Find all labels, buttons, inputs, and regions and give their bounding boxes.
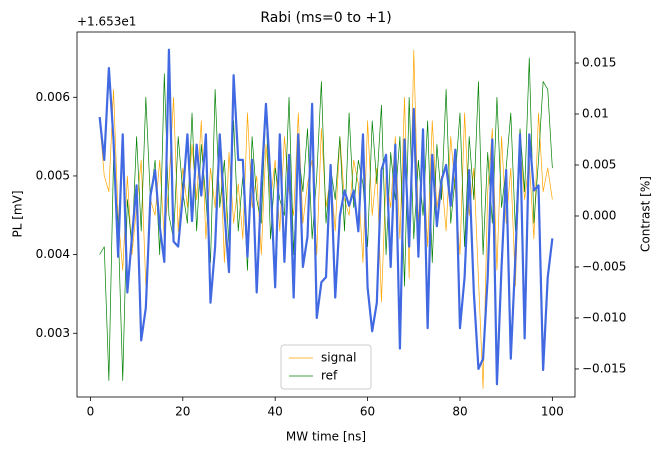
legend-label: signal [321, 351, 357, 365]
chart-title: Rabi (ms=0 to +1) [260, 10, 391, 26]
x-tick-label: 100 [541, 405, 564, 419]
series-line [98, 48, 554, 386]
x-tick-label: 40 [268, 405, 283, 419]
x-tick-label: 80 [452, 405, 467, 419]
y-tick-label: 0.003 [36, 326, 70, 340]
plot-frame [76, 31, 576, 398]
series-line [99, 57, 553, 381]
series-line [99, 49, 553, 389]
legend: signal ref [280, 344, 372, 390]
y2-tick-label: −0.010 [582, 310, 626, 324]
y-axis-label: PL [mV] [11, 191, 25, 238]
x-axis-label: MW time [ns] [286, 430, 366, 444]
x-tick-label: 60 [360, 405, 375, 419]
y-tick-label: 0.005 [36, 168, 70, 182]
y-tick-label: 0.004 [36, 247, 70, 261]
y2-axis-label: Contrast [%] [639, 176, 653, 252]
y2-tick-label: 0.005 [582, 157, 616, 171]
y2-tick-label: −0.015 [582, 361, 626, 375]
y2-tick-label: −0.005 [582, 259, 626, 273]
y2-tick-label: 0.015 [582, 56, 616, 70]
legend-label: ref [321, 369, 338, 383]
y2-tick-label: 0.01 [582, 106, 609, 120]
legend-box [280, 344, 372, 390]
y-tick-label: 0.006 [36, 90, 70, 104]
x-tick-label: 0 [87, 405, 95, 419]
y-offset-text: +1.653e1 [77, 15, 136, 29]
x-tick-label: 20 [175, 405, 190, 419]
y2-tick-label: 0.000 [582, 208, 616, 222]
